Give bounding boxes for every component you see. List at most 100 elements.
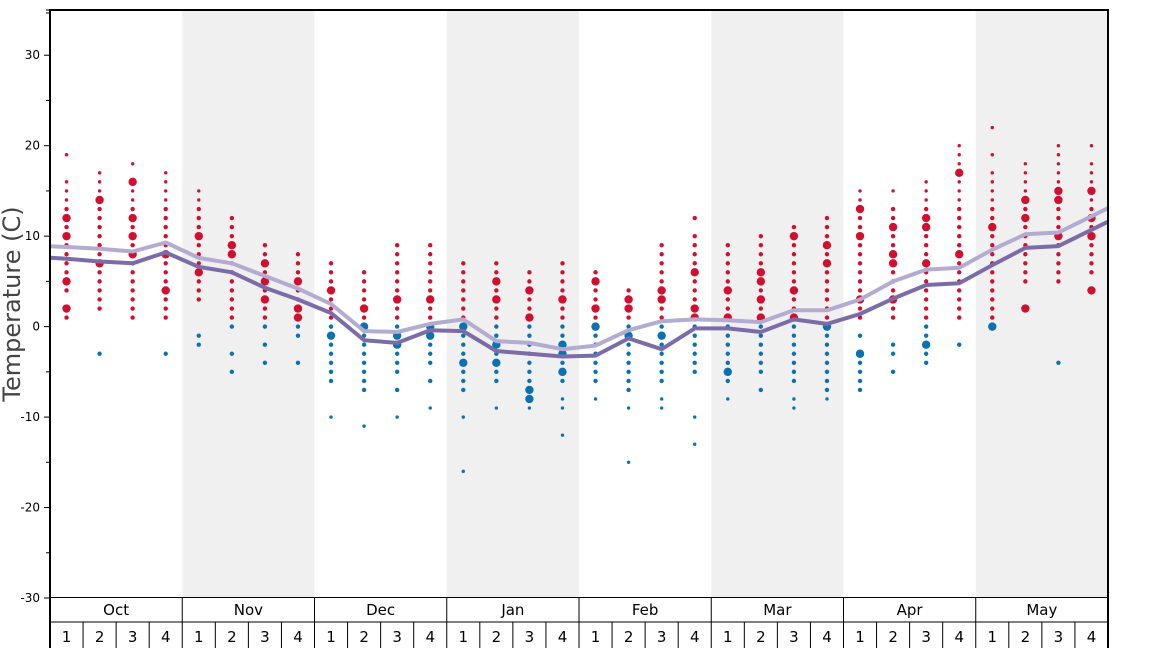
week-label: 4: [1087, 628, 1097, 646]
warm-observation-dot: [394, 252, 400, 257]
warm-observation-dot: [824, 297, 830, 302]
cold-observation-dot: [560, 333, 565, 338]
warm-observation-dot: [64, 261, 69, 266]
warm-observation-dot: [95, 195, 104, 205]
warm-observation-dot: [1023, 224, 1028, 230]
warm-observation-dot: [128, 177, 137, 187]
warm-observation-dot: [163, 306, 168, 311]
cold-observation-dot: [527, 360, 532, 365]
cold-observation-dot: [362, 424, 366, 428]
cold-observation-dot: [957, 342, 962, 347]
warm-observation-dot: [723, 286, 732, 295]
warm-observation-dot: [955, 250, 964, 259]
warm-observation-dot: [494, 261, 499, 266]
warm-observation-dot: [1023, 189, 1028, 193]
warm-observation-dot: [657, 295, 666, 304]
warm-observation-dot: [1089, 206, 1094, 212]
cold-observation-dot: [626, 351, 631, 356]
warm-observation-dot: [857, 315, 863, 320]
warm-observation-dot: [659, 315, 664, 320]
warm-observation-dot: [97, 180, 102, 184]
cold-observation-dot: [791, 351, 797, 356]
warm-observation-dot: [657, 286, 666, 295]
warm-observation-dot: [163, 261, 168, 266]
warm-observation-dot: [130, 288, 135, 293]
cold-observation-dot: [758, 360, 764, 365]
cold-observation-dot: [693, 442, 697, 446]
week-label: 3: [789, 628, 799, 646]
warm-observation-dot: [196, 224, 201, 230]
warm-observation-dot: [492, 295, 501, 304]
cold-observation-dot: [459, 322, 468, 331]
warm-observation-dot: [1089, 270, 1094, 275]
week-label: 1: [194, 628, 204, 646]
warm-observation-dot: [97, 189, 102, 193]
cold-observation-dot: [988, 322, 997, 331]
warm-observation-dot: [229, 315, 235, 320]
warm-observation-dot: [262, 252, 268, 257]
warm-observation-dot: [1056, 180, 1061, 184]
warm-observation-dot: [690, 304, 699, 313]
cold-observation-dot: [494, 324, 499, 329]
warm-observation-dot: [990, 215, 995, 221]
warm-observation-dot: [923, 243, 929, 248]
cold-observation-dot: [824, 369, 830, 375]
warm-observation-dot: [957, 297, 962, 302]
warm-observation-dot: [1087, 286, 1096, 295]
warm-observation-dot: [957, 153, 961, 157]
cold-observation-dot: [262, 360, 268, 365]
warm-observation-dot: [328, 297, 334, 302]
cold-observation-dot: [560, 378, 565, 384]
cold-observation-dot: [461, 342, 466, 347]
warm-observation-dot: [197, 189, 201, 193]
warm-observation-dot: [560, 306, 565, 311]
cold-observation-dot: [1056, 360, 1061, 365]
month-bands: [182, 10, 1108, 598]
warm-observation-dot: [1089, 243, 1094, 248]
warm-observation-dot: [163, 315, 168, 320]
warm-observation-dot: [527, 297, 532, 302]
warm-observation-dot: [791, 261, 797, 266]
cold-observation-dot: [295, 360, 301, 365]
warm-observation-dot: [163, 270, 168, 275]
cold-observation-dot: [196, 342, 201, 347]
warm-observation-dot: [1023, 261, 1028, 266]
warm-observation-dot: [957, 143, 961, 148]
warm-observation-dot: [758, 288, 764, 293]
warm-observation-dot: [164, 171, 168, 175]
warm-observation-dot: [227, 241, 237, 250]
warm-observation-dot: [1056, 270, 1061, 275]
warm-observation-dot: [725, 261, 730, 266]
warm-observation-dot: [957, 243, 962, 248]
cold-observation-dot: [791, 369, 797, 375]
warm-observation-dot: [1056, 252, 1061, 257]
observation-dots: [62, 125, 1096, 474]
warm-observation-dot: [97, 279, 102, 284]
warm-observation-dot: [560, 315, 565, 320]
week-label: 1: [62, 628, 72, 646]
warm-observation-dot: [293, 277, 303, 286]
warm-observation-dot: [361, 297, 367, 302]
warm-observation-dot: [921, 222, 931, 232]
warm-observation-dot: [957, 189, 961, 193]
warm-observation-dot: [527, 279, 532, 284]
cold-observation-dot: [97, 351, 102, 356]
warm-observation-dot: [855, 231, 865, 241]
cold-observation-dot: [328, 360, 334, 365]
cold-observation-dot: [791, 378, 797, 384]
cold-observation-dot: [857, 369, 863, 375]
warm-observation-dot: [527, 270, 532, 275]
cold-observation-dot: [659, 324, 664, 329]
warm-observation-dot: [822, 241, 832, 250]
warm-observation-dot: [64, 198, 69, 202]
week-label: 4: [822, 628, 832, 646]
cold-observation-dot: [527, 324, 532, 329]
warm-observation-dot: [858, 198, 862, 202]
cold-observation-dot: [758, 333, 764, 338]
warm-observation-dot: [791, 279, 797, 284]
cold-observation-dot: [921, 340, 931, 349]
warm-observation-dot: [196, 243, 201, 248]
warm-observation-dot: [1089, 261, 1094, 266]
warm-observation-dot: [1021, 304, 1030, 313]
cold-observation-dot: [725, 342, 730, 347]
